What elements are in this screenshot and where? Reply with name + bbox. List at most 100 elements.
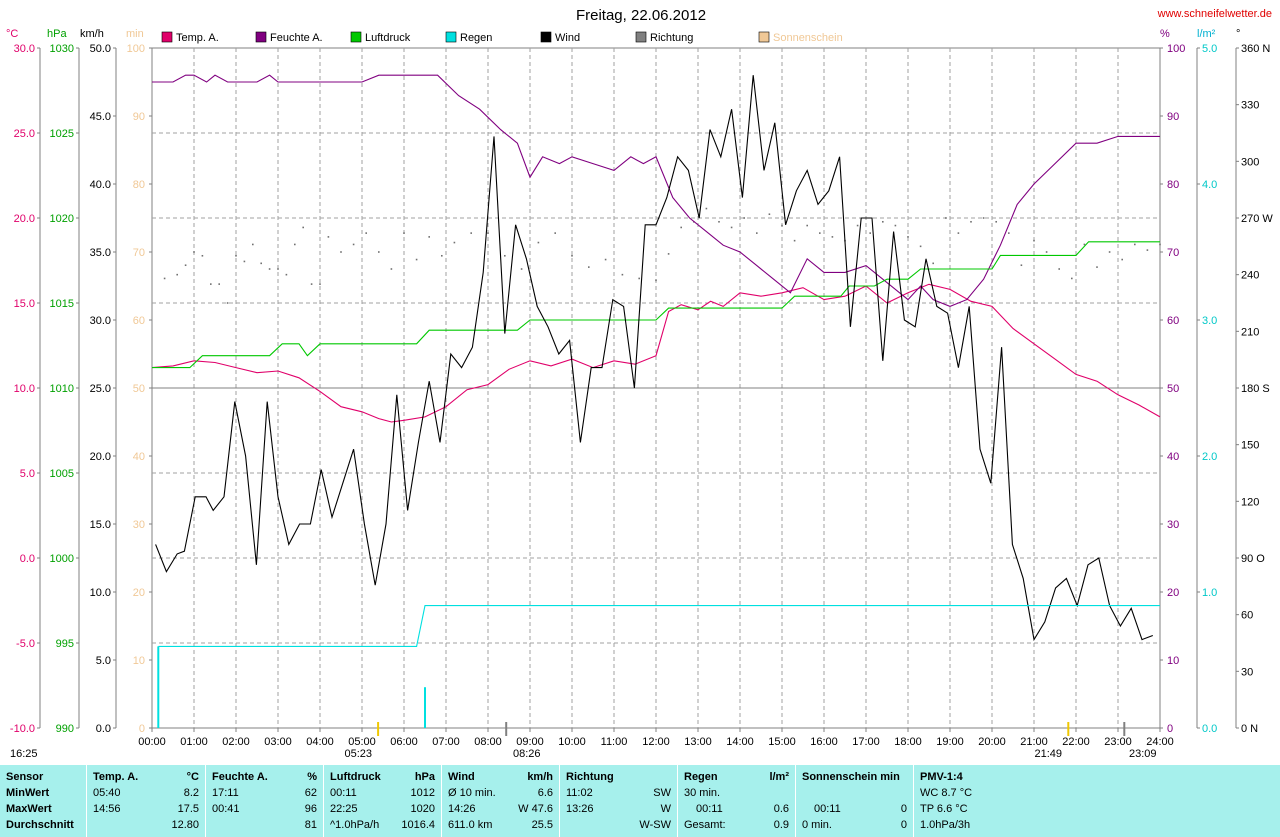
direction-dot-6 bbox=[218, 283, 220, 285]
stats-col-sun: Sonnenschein min 00:11 0 0 min. 0 bbox=[796, 765, 914, 837]
direction-dot-48 bbox=[743, 217, 745, 219]
series-luftdruckline bbox=[152, 241, 1160, 369]
unit-pressure: hPa bbox=[47, 28, 67, 40]
direction-dot-50 bbox=[768, 213, 771, 216]
stats-pressure-header: Luftdruck bbox=[330, 771, 381, 783]
direction-dot-67 bbox=[982, 217, 985, 219]
stats-direction-r2-val: W bbox=[660, 803, 671, 815]
direction-dot-75 bbox=[1083, 243, 1086, 246]
unit-rain: l/m² bbox=[1197, 28, 1216, 40]
direction-dot-30 bbox=[470, 232, 472, 234]
tick-label-direction-9: 270 W bbox=[1241, 213, 1273, 225]
direction-dot-64 bbox=[945, 217, 947, 219]
direction-dot-1 bbox=[176, 273, 178, 276]
stats-temp-max-val: 17.5 bbox=[177, 803, 199, 815]
direction-dot-20 bbox=[340, 251, 342, 253]
stats-temp-unit: °C bbox=[186, 771, 199, 783]
tick-label-direction-10: 300 bbox=[1241, 156, 1259, 168]
tick-label-pressure-8: 1030 bbox=[50, 43, 74, 55]
direction-dot-38 bbox=[604, 258, 607, 261]
direction-dot-8 bbox=[235, 254, 237, 257]
axes: -10.0 -5.0 0.0 5.0 10.0 15.0 20.0 25.0 30.0 990 99… bbox=[10, 43, 1273, 748]
direction-dot-55 bbox=[831, 236, 834, 238]
tick-label-x-20: 20:00 bbox=[978, 736, 1006, 748]
time-left-label: 16:25 bbox=[10, 748, 38, 760]
tick-label-humidity-2: 20 bbox=[1167, 587, 1179, 599]
tick-label-direction-0: 0 N bbox=[1241, 723, 1258, 735]
stats-temp-min-val: 8.2 bbox=[183, 787, 199, 799]
direction-dot-17 bbox=[310, 283, 313, 285]
tick-label-x-15: 15:00 bbox=[768, 736, 796, 748]
direction-dot-60 bbox=[894, 224, 897, 227]
tick-label-sun-4: 40 bbox=[133, 451, 145, 463]
stats-row-min: MinWert bbox=[6, 787, 50, 799]
direction-dot-28 bbox=[441, 254, 443, 257]
direction-dot-10 bbox=[252, 243, 254, 246]
stats-pressure-avg: 1016.4 bbox=[401, 819, 435, 831]
tick-label-x-19: 19:00 bbox=[936, 736, 964, 748]
stats-sun-r2-val: 0 bbox=[900, 803, 907, 815]
stats-pmv-r2: TP 6.6 °C bbox=[920, 803, 968, 815]
tick-label-direction-3: 90 O bbox=[1241, 553, 1265, 565]
tick-label-x-5: 05:00 bbox=[348, 736, 376, 748]
stats-humidity-max-time: 00:41 bbox=[212, 803, 240, 815]
direction-dot-53 bbox=[806, 224, 808, 227]
stats-humidity-header: Feuchte A. bbox=[212, 771, 268, 783]
direction-dot-29 bbox=[453, 241, 456, 244]
tick-label-wind-5: 25.0 bbox=[90, 383, 111, 395]
direction-dot-33 bbox=[520, 268, 523, 270]
tick-label-rain-1: 1.0 bbox=[1202, 587, 1217, 599]
stats-pressure-max-val: 1020 bbox=[410, 803, 435, 815]
direction-dot-68 bbox=[995, 220, 997, 223]
direction-dot-26 bbox=[415, 258, 418, 261]
legend: Temp. A. Feuchte A. Luftdruck Regen Wind Rich… bbox=[161, 31, 843, 44]
direction-dot-59 bbox=[882, 220, 884, 223]
direction-dot-19 bbox=[327, 236, 330, 238]
tick-label-pressure-4: 1010 bbox=[50, 383, 74, 395]
sun-moon-marks bbox=[377, 722, 1126, 736]
moonset-label: 23:09 bbox=[1129, 748, 1157, 760]
tick-label-wind-10: 50.0 bbox=[90, 43, 111, 55]
stats-col-temp: Temp. A. °C 05:40 8.2 14:56 17.5 12.80 bbox=[87, 765, 206, 837]
stats-pmv-r3: 1.0hPa/3h bbox=[920, 819, 971, 831]
direction-dot-54 bbox=[819, 232, 821, 234]
tick-label-sun-0: 0 bbox=[139, 723, 145, 735]
tick-label-x-21: 21:00 bbox=[1020, 736, 1048, 748]
tick-label-direction-6: 180 S bbox=[1241, 383, 1270, 395]
stats-wind-r1-val: 6.6 bbox=[537, 787, 553, 799]
tick-label-x-14: 14:00 bbox=[726, 736, 754, 748]
tick-label-sun-7: 70 bbox=[133, 247, 145, 259]
stats-humidity-min-time: 17:11 bbox=[212, 787, 239, 799]
tick-label-direction-4: 120 bbox=[1241, 496, 1259, 508]
tick-label-wind-0: 0.0 bbox=[96, 723, 111, 735]
tick-label-x-7: 07:00 bbox=[432, 736, 460, 748]
direction-dot-9 bbox=[243, 260, 246, 263]
stats-col-sensor: Sensor MinWert MaxWert Durchschnitt bbox=[0, 765, 87, 837]
stats-pmv-r1: WC 8.7 °C bbox=[920, 787, 973, 799]
tick-label-sun-5: 50 bbox=[133, 383, 145, 395]
tick-label-pressure-6: 1020 bbox=[50, 213, 74, 225]
unit-wind: km/h bbox=[80, 28, 104, 40]
direction-dot-32 bbox=[504, 254, 506, 257]
tick-label-humidity-3: 30 bbox=[1167, 519, 1179, 531]
tick-label-x-0: 00:00 bbox=[138, 736, 166, 748]
direction-dot-35 bbox=[554, 232, 556, 234]
direction-dot-77 bbox=[1108, 251, 1111, 253]
tick-label-temp-5: 15.0 bbox=[14, 298, 35, 310]
tick-label-direction-1: 30 bbox=[1241, 666, 1253, 678]
weather-chart: Freitag, 22.06.2012 www.schneifelwetter.… bbox=[6, 7, 1273, 760]
tick-label-sun-10: 100 bbox=[127, 43, 145, 55]
tick-label-rain-4: 4.0 bbox=[1202, 179, 1217, 191]
tick-label-x-23: 23:00 bbox=[1104, 736, 1132, 748]
direction-dot-31 bbox=[487, 232, 489, 234]
stats-pmv-header: PMV-1:4 bbox=[920, 771, 963, 783]
tick-label-pressure-1: 995 bbox=[56, 638, 74, 650]
direction-dot-51 bbox=[781, 224, 783, 227]
direction-dot-78 bbox=[1121, 258, 1123, 261]
series-windline bbox=[155, 75, 1153, 642]
tick-label-wind-7: 35.0 bbox=[90, 247, 111, 259]
stats-rain-r2-time: 00:11 bbox=[696, 803, 723, 815]
stats-col-pmv: PMV-1:4 WC 8.7 °C TP 6.6 °C 1.0hPa/3h bbox=[914, 765, 1279, 837]
stats-wind-header: Wind bbox=[448, 771, 475, 783]
tick-label-temp-7: 25.0 bbox=[14, 128, 35, 140]
